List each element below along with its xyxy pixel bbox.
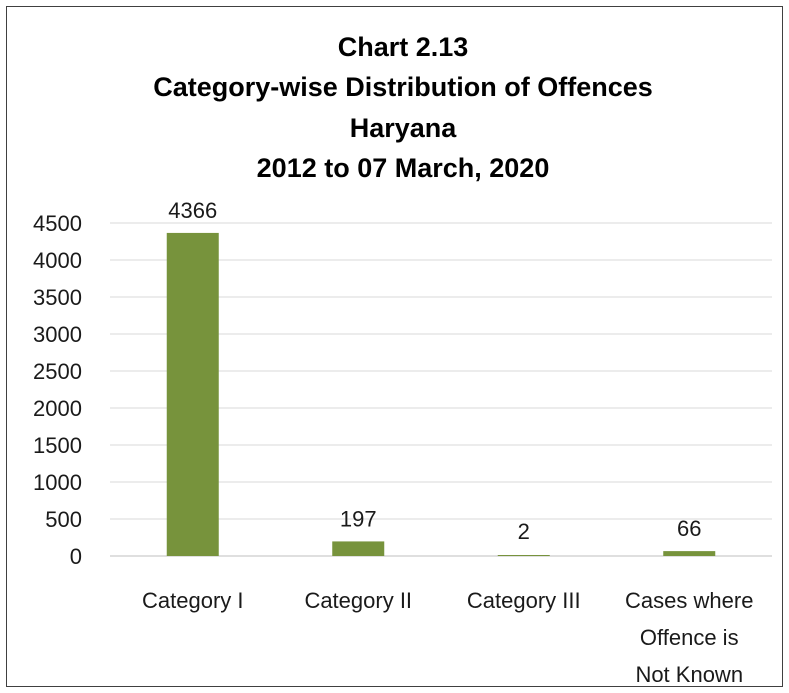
x-tick-label: Category I — [142, 588, 244, 613]
x-tick-label: Cases where — [625, 588, 753, 613]
y-tick-label: 4000 — [33, 248, 82, 273]
chart-title-line-4: 2012 to 07 March, 2020 — [257, 153, 550, 183]
y-tick-label: 2500 — [33, 359, 82, 384]
y-tick-label: 3000 — [33, 322, 82, 347]
x-axis-category-labels: Category I Category II Category III Cases w… — [142, 588, 753, 687]
chart-title-line-2: Category-wise Distribution of Offences — [153, 72, 653, 102]
bar — [663, 551, 716, 556]
chart-frame — [6, 6, 783, 687]
data-label: 197 — [340, 506, 377, 531]
data-labels: 4366 197 2 66 — [168, 198, 701, 544]
y-tick-label: 0 — [70, 544, 82, 569]
x-tick-label: Not Known — [635, 662, 743, 687]
bars — [166, 232, 716, 556]
y-tick-label: 1000 — [33, 470, 82, 495]
y-tick-label: 2000 — [33, 396, 82, 421]
y-tick-label: 4500 — [33, 211, 82, 236]
data-label: 66 — [677, 516, 701, 541]
bar — [497, 555, 550, 556]
x-tick-label: Category III — [467, 588, 581, 613]
bar — [332, 541, 385, 556]
y-tick-label: 1500 — [33, 433, 82, 458]
y-tick-label: 500 — [45, 507, 82, 532]
chart-title-line-1: Chart 2.13 — [338, 32, 469, 62]
data-label: 4366 — [168, 198, 217, 223]
chart-title-line-3: Haryana — [350, 113, 458, 143]
chart-title: Chart 2.13 Category-wise Distribution of… — [153, 32, 653, 183]
x-tick-label: Offence is — [640, 625, 739, 650]
y-axis-tick-labels: 0 500 1000 1500 2000 2500 3000 3500 4000 4500 — [33, 211, 82, 569]
bar — [166, 232, 219, 556]
x-tick-label: Category II — [304, 588, 412, 613]
data-label: 2 — [518, 519, 530, 544]
gridlines — [110, 222, 772, 557]
y-tick-label: 3500 — [33, 285, 82, 310]
